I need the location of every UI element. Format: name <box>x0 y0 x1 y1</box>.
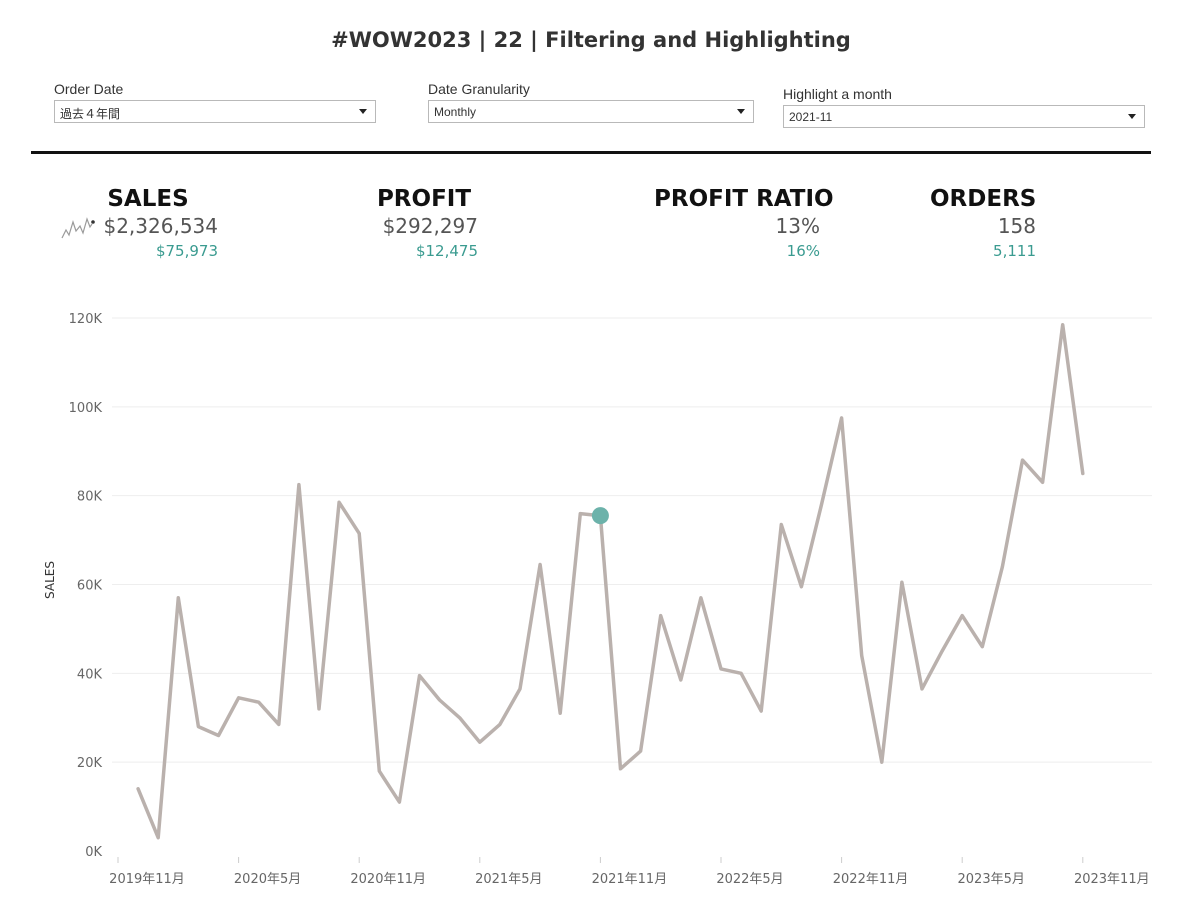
x-tick-label: 2021年11月 <box>592 872 668 887</box>
kpi-profit-ratio-label: PROFIT RATIO <box>654 186 834 212</box>
chevron-down-icon <box>359 109 367 114</box>
kpi-profit-ratio-value: 13% <box>775 214 820 238</box>
kpi-profit-value: $292,297 <box>382 214 478 238</box>
y-tick-label: 100K <box>69 401 103 416</box>
x-tick-label: 2020年11月 <box>350 872 426 887</box>
y-axis: 0K 20K 40K 60K 80K 100K 120K <box>69 312 103 860</box>
x-tick-label: 2021年5月 <box>475 872 542 887</box>
kpi-profit-label: PROFIT <box>376 186 472 212</box>
chart-series <box>136 322 1085 840</box>
date-granularity-value: Monthly <box>434 105 477 119</box>
kpi-profit-ratio-highlight: 16% <box>786 242 820 260</box>
chart-gridlines <box>112 317 1152 763</box>
highlight-month-filter: Highlight a month 2021-11 <box>783 86 1145 128</box>
kpi-orders-value: 158 <box>997 214 1036 238</box>
date-granularity-dropdown[interactable]: Monthly <box>428 100 754 123</box>
page-title: #WOW2023 | 22 | Filtering and Highlighti… <box>331 28 851 52</box>
kpi-sales-label: SALES <box>107 186 189 212</box>
kpi-sales: SALES $2,326,534 $75,973 <box>100 186 218 262</box>
kpi-sales-value: $2,326,534 <box>103 214 218 238</box>
y-axis-label: SALES <box>43 561 57 599</box>
x-tick-label: 2020年5月 <box>234 872 301 887</box>
kpi-profit: PROFIT $292,297 $12,475 <box>370 186 478 262</box>
x-axis: 2019年11月 2020年5月 2020年11月 2021年5月 2021年11月 20… <box>109 857 1150 887</box>
chevron-down-icon <box>737 109 745 114</box>
y-tick-label: 20K <box>77 756 103 771</box>
sparkline-icon <box>61 217 95 239</box>
kpi-sales-highlight: $75,973 <box>155 242 218 260</box>
highlight-month-value: 2021-11 <box>789 110 833 124</box>
kpi-profit-ratio: PROFIT RATIO 13% 16% <box>654 186 834 262</box>
y-tick-label: 60K <box>77 579 103 594</box>
order-date-value: 過去４年間 <box>60 107 121 121</box>
order-date-dropdown[interactable]: 過去４年間 <box>54 100 376 123</box>
kpi-profit-highlight: $12,475 <box>415 242 478 260</box>
y-tick-label: 120K <box>69 312 103 327</box>
kpi-orders-label: ORDERS <box>930 186 1037 212</box>
kpi-orders-highlight: 5,111 <box>993 242 1036 260</box>
date-granularity-label: Date Granularity <box>428 81 530 97</box>
y-tick-label: 80K <box>77 490 103 505</box>
y-tick-label: 40K <box>77 667 103 682</box>
highlight-month-label: Highlight a month <box>783 86 892 102</box>
y-tick-label: 0K <box>85 845 102 860</box>
kpi-orders: ORDERS 158 5,111 <box>930 186 1036 262</box>
x-tick-label: 2019年11月 <box>109 872 185 887</box>
order-date-filter: Order Date 過去４年間 <box>54 81 376 123</box>
date-granularity-filter: Date Granularity Monthly <box>428 81 754 123</box>
x-tick-label: 2022年11月 <box>833 872 909 887</box>
highlight-month-dropdown[interactable]: 2021-11 <box>783 105 1145 128</box>
x-tick-label: 2023年11月 <box>1074 872 1150 887</box>
highlighted-month-point[interactable] <box>591 507 609 525</box>
chevron-down-icon <box>1128 114 1136 119</box>
x-tick-label: 2022年5月 <box>716 872 783 887</box>
sales-series-line <box>136 322 1085 840</box>
x-tick-label: 2023年5月 <box>958 872 1025 887</box>
section-divider <box>31 151 1151 154</box>
order-date-label: Order Date <box>54 81 124 97</box>
